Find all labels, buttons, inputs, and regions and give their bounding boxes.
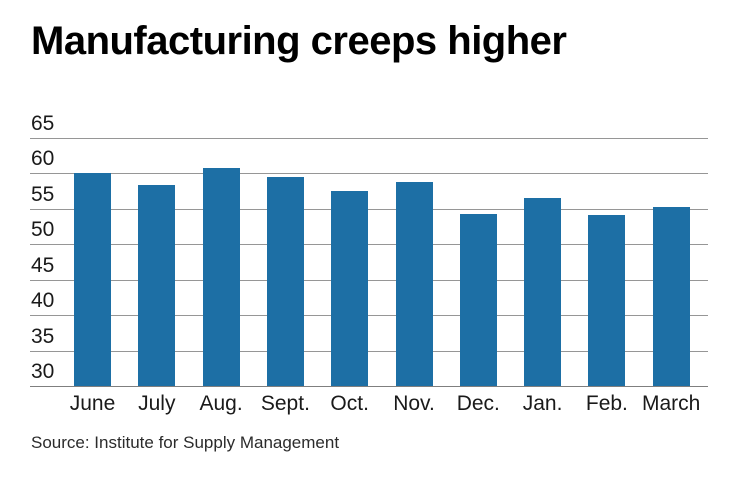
bar-june [74,173,111,386]
x-tick-label-jan: Jan. [522,392,563,415]
y-tick-label-60: 60 [31,147,55,171]
gridline-30 [30,386,708,387]
bar-dec [459,213,497,386]
gridline-35 [30,350,708,352]
x-tick-label-july: July [138,392,176,415]
gridline-50 [30,244,708,246]
x-tick-label-feb: Feb. [585,392,628,415]
gridline-40 [30,315,708,317]
y-tick-label-45: 45 [31,253,55,277]
y-tick-label-40: 40 [31,289,55,313]
bar-oct [331,191,369,386]
bar-aug [202,167,240,386]
y-tick-label-65: 65 [31,112,55,135]
y-tick-label-50: 50 [31,218,55,242]
y-tick-label-55: 55 [31,182,55,206]
gridline-60 [30,173,708,175]
bar-feb [588,214,626,386]
x-tick-label-dec: Dec. [456,392,500,415]
gridline-55 [30,208,708,210]
x-tick-label-nov: Nov. [393,392,435,415]
bar-july [138,184,176,386]
bar-jan [524,197,562,386]
chart-title: Manufacturing creeps higher [31,19,567,63]
bar-chart-plot-area: 65 60 55 50 45 40 35 30 June July Aug. Sept. Oct. Nov… [30,113,708,414]
x-tick-label-march: March [642,392,701,415]
x-tick-label-sept: Sept. [260,392,310,415]
gridline-45 [30,279,708,281]
x-tick-label-aug: Aug. [199,392,243,415]
gridline-65 [30,138,708,139]
source-note: Source: Institute for Supply Management [31,433,340,452]
y-tick-label-30: 30 [31,360,55,383]
bar-nov [395,181,433,386]
y-tick-label-35: 35 [31,324,55,348]
x-tick-label-oct: Oct. [330,392,369,415]
x-tick-label-june: June [69,392,116,415]
bar-march [652,206,690,386]
bar-sept [266,176,304,386]
